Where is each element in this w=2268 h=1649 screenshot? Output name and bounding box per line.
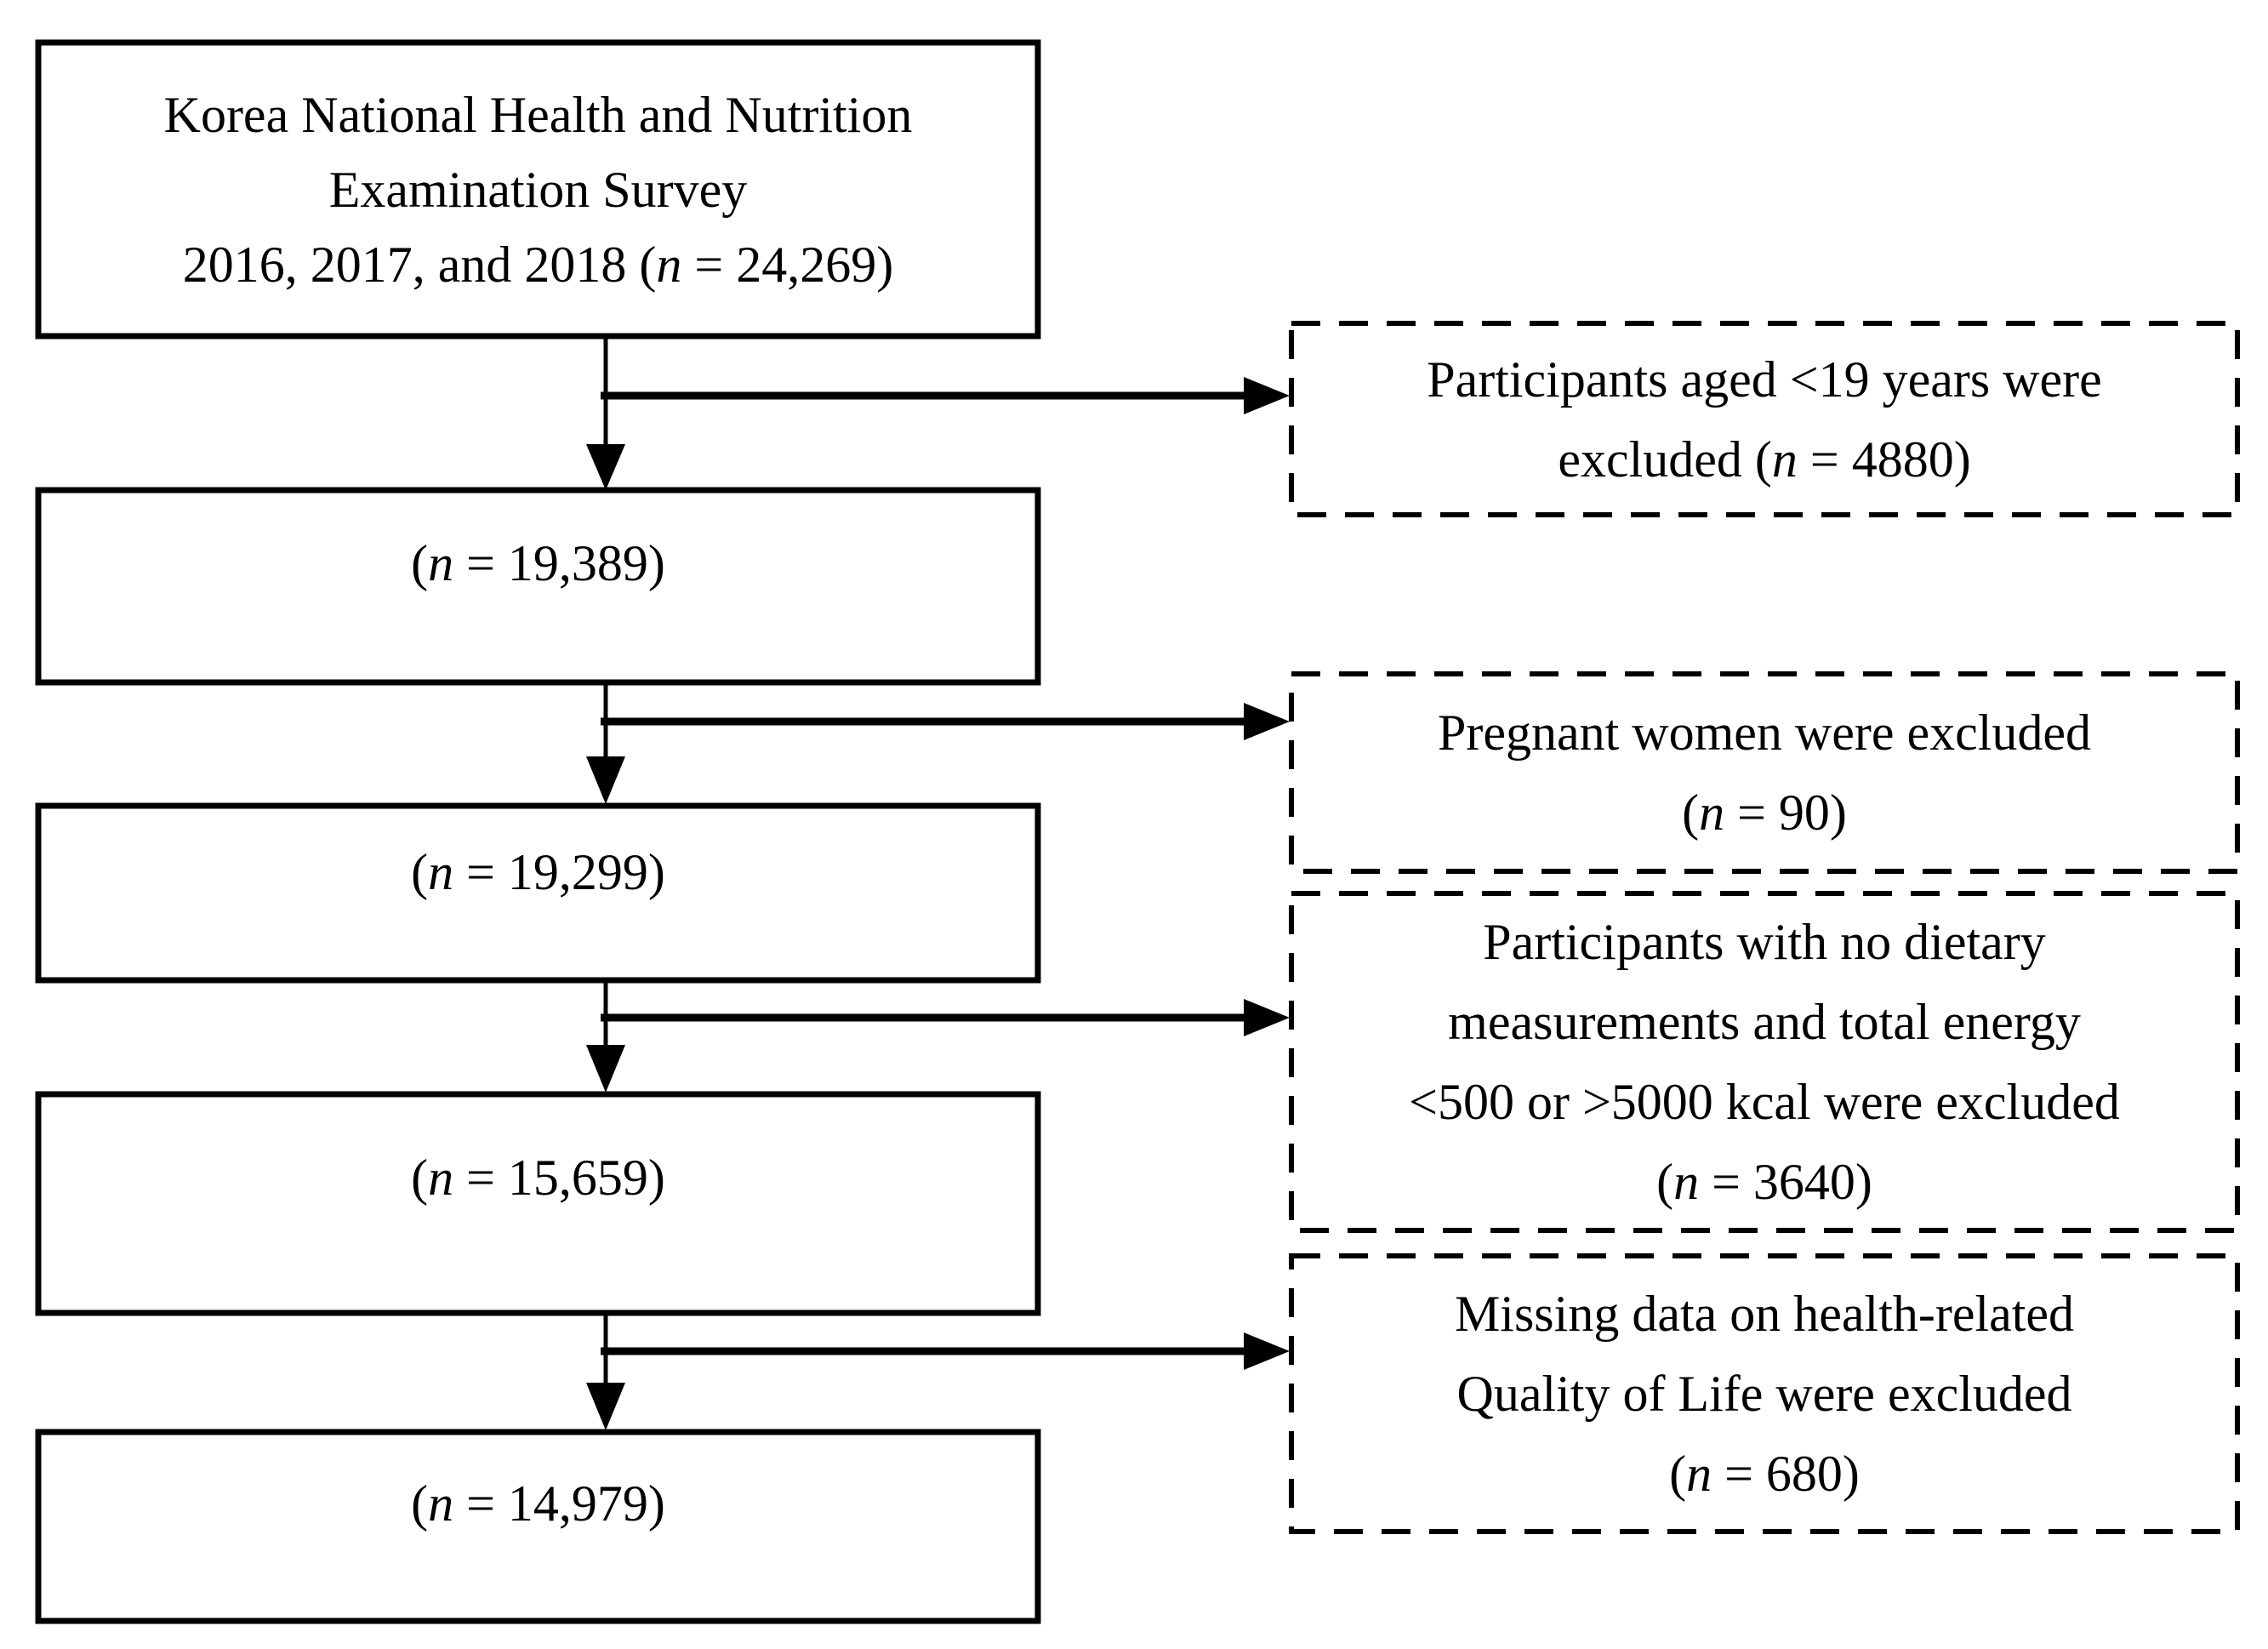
text-line: Quality of Life were excluded [1456, 1366, 2072, 1422]
flow-box-final: (n = 14,979) [38, 1432, 1038, 1621]
n-count-line: (n = 19,389) [38, 538, 1038, 589]
n-count-line: (n = 90) [1682, 773, 1847, 853]
n-symbol: n [428, 843, 454, 900]
exclusion-box-borders [1289, 321, 2240, 1534]
flow-box-1-border [35, 39, 1041, 340]
text-line: measurements and total energy [1448, 994, 2081, 1050]
n-post: = 3640) [1699, 1154, 1872, 1210]
arrowhead-right-icon [1244, 999, 1290, 1036]
text-line: Participants aged <19 years were [1427, 351, 2102, 408]
n-symbol: n [1673, 1154, 1700, 1210]
arrowhead-right-icon [1244, 1332, 1290, 1370]
n-pre: ( [1656, 1154, 1674, 1210]
arrow-right-3 [601, 999, 1290, 1036]
exclusion-box-hrqol: Missing data on health-related Quality o… [1291, 1256, 2237, 1532]
flow-box-step3: (n = 19,299) [38, 806, 1038, 980]
n-symbol: n [428, 1475, 454, 1532]
n-post: = 19,389) [453, 534, 665, 591]
arrowhead-down-icon [586, 1383, 625, 1430]
flow-box-4-border [35, 1091, 1041, 1316]
flow-box-2-border [35, 487, 1041, 686]
arrow-down-1 [586, 336, 625, 490]
n-pre: ( [411, 843, 429, 900]
flow-box-borders [35, 39, 1041, 1624]
n-post: = 90) [1724, 785, 1847, 841]
arrow-down-4 [586, 1311, 625, 1430]
n-post: = 4880) [1797, 431, 1971, 488]
flow-box-3-border [35, 802, 1041, 984]
n-post: = 19,299) [453, 843, 665, 900]
arrowhead-down-icon [586, 444, 625, 490]
n-count-line: 2016, 2017, and 2018 (n = 24,269) [183, 227, 893, 302]
flow-box-step4: (n = 15,659) [38, 1094, 1038, 1313]
exclusion-box-age: Participants aged <19 years were exclude… [1291, 323, 2237, 515]
arrow-down-3 [586, 979, 625, 1093]
arrow-right-2 [601, 703, 1290, 740]
arrowhead-right-icon [1244, 703, 1290, 740]
exclusion-box-4-border [1289, 1253, 2240, 1534]
n-pre: excluded ( [1558, 431, 1772, 488]
n-symbol: n [1686, 1446, 1712, 1502]
n-symbol: n [1771, 431, 1798, 488]
text-line: <500 or >5000 kcal were excluded [1409, 1074, 2120, 1130]
exclusion-box-pregnant: Pregnant women were excluded (n = 90) [1291, 674, 2237, 871]
n-symbol: n [428, 534, 454, 591]
n-count-line: (n = 3640) [1656, 1142, 1872, 1222]
n-post: = 15,659) [453, 1149, 665, 1206]
n-pre: ( [411, 1475, 429, 1532]
text-line: Korea National Health and Nutrition [163, 86, 913, 143]
n-post: = 14,979) [453, 1475, 665, 1532]
n-count-line: (n = 19,299) [38, 847, 1038, 898]
flow-box-5-border [35, 1429, 1041, 1624]
arrow-right-4 [601, 1332, 1290, 1370]
n-symbol: n [656, 236, 682, 293]
arrowhead-down-icon [586, 756, 625, 804]
flow-box-source: Korea National Health and Nutrition Exam… [38, 43, 1038, 336]
text-line: Pregnant women were excluded [1437, 705, 2092, 761]
exclusion-box-dietary: Participants with no dietary measurement… [1291, 893, 2237, 1230]
n-count-line: (n = 14,979) [38, 1478, 1038, 1529]
n-post: = 680) [1712, 1446, 1860, 1502]
arrowhead-down-icon [586, 1045, 625, 1093]
arrowhead-right-icon [1244, 377, 1290, 414]
n-pre: ( [1669, 1446, 1687, 1502]
n-symbol: n [1699, 785, 1725, 841]
arrow-right-1 [601, 377, 1290, 414]
text-line: Missing data on health-related [1454, 1286, 2075, 1342]
arrow-down-2 [586, 681, 625, 804]
n-symbol: n [428, 1149, 454, 1206]
n-pre: 2016, 2017, and 2018 ( [182, 236, 657, 293]
n-count-line: (n = 680) [1669, 1434, 1860, 1514]
flow-box-step2: (n = 19,389) [38, 490, 1038, 682]
text-line: Examination Survey [328, 161, 748, 218]
exclusion-box-3-border [1289, 891, 2240, 1233]
n-post: = 24,269) [681, 236, 894, 293]
n-pre: ( [411, 1149, 429, 1206]
n-pre: ( [1682, 785, 1700, 841]
n-count-line: excluded (n = 4880) [1558, 419, 1970, 499]
text-line: Participants with no dietary [1483, 914, 2046, 970]
n-pre: ( [411, 534, 429, 591]
n-count-line: (n = 15,659) [38, 1152, 1038, 1203]
